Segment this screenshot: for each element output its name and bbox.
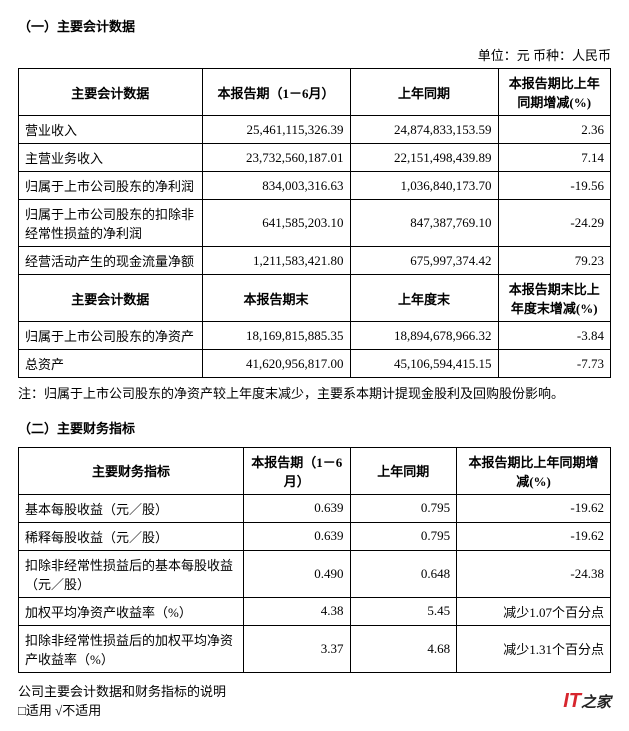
row-label: 营业收入 <box>19 116 203 144</box>
row-current: 3.37 <box>243 625 350 672</box>
note-a: 注：归属于上市公司股东的净资产较上年度末减少，主要系本期计提现金股利及回购股份影… <box>18 384 611 404</box>
row-change: 79.23 <box>498 247 610 275</box>
row-current: 23,732,560,187.01 <box>202 144 350 172</box>
row-current: 1,211,583,421.80 <box>202 247 350 275</box>
row-label: 经营活动产生的现金流量净额 <box>19 247 203 275</box>
unit-line: 单位：元 币种：人民币 <box>18 45 611 64</box>
row-label: 归属于上市公司股东的净利润 <box>19 172 203 200</box>
row-current: 18,169,815,885.35 <box>202 322 350 350</box>
hdr-b1: 主要会计数据 <box>19 275 203 322</box>
row-label: 稀释每股收益（元／股） <box>19 522 244 550</box>
table-row: 归属于上市公司股东的扣除非经常性损益的净利润641,585,203.10847,… <box>19 200 611 247</box>
row-change: 减少1.07个百分点 <box>457 597 611 625</box>
row-label: 归属于上市公司股东的净资产 <box>19 322 203 350</box>
row-previous: 4.68 <box>350 625 457 672</box>
table-row: 归属于上市公司股东的净利润834,003,316.631,036,840,173… <box>19 172 611 200</box>
hdr-a4: 本报告期比上年同期增减(%) <box>498 69 610 116</box>
table-header-1: 主要会计数据 本报告期（1－6月） 上年同期 本报告期比上年同期增减(%) <box>19 69 611 116</box>
row-label: 加权平均净资产收益率（%） <box>19 597 244 625</box>
row-label: 扣除非经常性损益后的基本每股收益（元／股） <box>19 550 244 597</box>
row-change: -19.56 <box>498 172 610 200</box>
hdr-a1: 主要会计数据 <box>19 69 203 116</box>
financial-indicators-table: 主要财务指标 本报告期（1－6月） 上年同期 本报告期比上年同期增减(%) 基本… <box>18 447 611 673</box>
hdr-b4: 本报告期末比上年度末增减(%) <box>498 275 610 322</box>
row-previous: 22,151,498,439.89 <box>350 144 498 172</box>
row-previous: 847,387,769.10 <box>350 200 498 247</box>
row-current: 4.38 <box>243 597 350 625</box>
explain-line-1: 公司主要会计数据和财务指标的说明 <box>18 681 611 700</box>
row-label: 总资产 <box>19 350 203 378</box>
hdr-b2: 本报告期末 <box>202 275 350 322</box>
row-label: 归属于上市公司股东的扣除非经常性损益的净利润 <box>19 200 203 247</box>
explain-line-2: □适用 √不适用 <box>18 700 611 719</box>
table-row: 主营业务收入23,732,560,187.0122,151,498,439.89… <box>19 144 611 172</box>
row-change: -24.29 <box>498 200 610 247</box>
table-row: 总资产41,620,956,817.0045,106,594,415.15-7.… <box>19 350 611 378</box>
row-previous: 18,894,678,966.32 <box>350 322 498 350</box>
row-current: 834,003,316.63 <box>202 172 350 200</box>
table-row: 稀释每股收益（元／股）0.6390.795-19.62 <box>19 522 611 550</box>
watermark-logo: IT之家 <box>563 690 611 713</box>
row-change: -24.38 <box>457 550 611 597</box>
watermark-it: IT <box>563 690 581 712</box>
section-b-title: （二）主要财务指标 <box>18 418 611 437</box>
row-previous: 45,106,594,415.15 <box>350 350 498 378</box>
row-change: -3.84 <box>498 322 610 350</box>
hdr-a3: 上年同期 <box>350 69 498 116</box>
row-change: -19.62 <box>457 494 611 522</box>
row-current: 25,461,115,326.39 <box>202 116 350 144</box>
row-current: 41,620,956,817.00 <box>202 350 350 378</box>
hdr-bb1: 主要财务指标 <box>19 447 244 494</box>
table-row: 经营活动产生的现金流量净额1,211,583,421.80675,997,374… <box>19 247 611 275</box>
table-header-2: 主要会计数据 本报告期末 上年度末 本报告期末比上年度末增减(%) <box>19 275 611 322</box>
row-label: 扣除非经常性损益后的加权平均净资产收益率（%） <box>19 625 244 672</box>
hdr-bb2: 本报告期（1－6月） <box>243 447 350 494</box>
row-current: 0.490 <box>243 550 350 597</box>
table-row: 加权平均净资产收益率（%）4.385.45减少1.07个百分点 <box>19 597 611 625</box>
row-change: 2.36 <box>498 116 610 144</box>
table-row: 扣除非经常性损益后的基本每股收益（元／股）0.4900.648-24.38 <box>19 550 611 597</box>
row-previous: 24,874,833,153.59 <box>350 116 498 144</box>
row-label: 基本每股收益（元／股） <box>19 494 244 522</box>
row-current: 641,585,203.10 <box>202 200 350 247</box>
table-row: 归属于上市公司股东的净资产18,169,815,885.3518,894,678… <box>19 322 611 350</box>
watermark-home: 之家 <box>581 694 611 711</box>
table-row: 营业收入25,461,115,326.3924,874,833,153.592.… <box>19 116 611 144</box>
table-row: 扣除非经常性损益后的加权平均净资产收益率（%）3.374.68减少1.31个百分… <box>19 625 611 672</box>
row-change: 减少1.31个百分点 <box>457 625 611 672</box>
section-a-title: （一）主要会计数据 <box>18 16 611 35</box>
table-header-b: 主要财务指标 本报告期（1－6月） 上年同期 本报告期比上年同期增减(%) <box>19 447 611 494</box>
row-label: 主营业务收入 <box>19 144 203 172</box>
hdr-a2: 本报告期（1－6月） <box>202 69 350 116</box>
hdr-bb4: 本报告期比上年同期增减(%) <box>457 447 611 494</box>
hdr-b3: 上年度末 <box>350 275 498 322</box>
row-previous: 0.795 <box>350 494 457 522</box>
row-previous: 5.45 <box>350 597 457 625</box>
row-previous: 0.795 <box>350 522 457 550</box>
row-current: 0.639 <box>243 494 350 522</box>
hdr-bb3: 上年同期 <box>350 447 457 494</box>
row-previous: 0.648 <box>350 550 457 597</box>
row-previous: 1,036,840,173.70 <box>350 172 498 200</box>
accounting-data-table: 主要会计数据 本报告期（1－6月） 上年同期 本报告期比上年同期增减(%) 营业… <box>18 68 611 378</box>
row-change: 7.14 <box>498 144 610 172</box>
row-change: -19.62 <box>457 522 611 550</box>
row-current: 0.639 <box>243 522 350 550</box>
row-change: -7.73 <box>498 350 610 378</box>
table-row: 基本每股收益（元／股）0.6390.795-19.62 <box>19 494 611 522</box>
row-previous: 675,997,374.42 <box>350 247 498 275</box>
